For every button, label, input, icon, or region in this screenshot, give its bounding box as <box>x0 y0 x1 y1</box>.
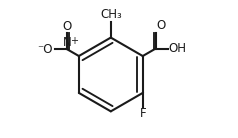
Text: N: N <box>63 35 71 49</box>
Text: OH: OH <box>169 42 186 55</box>
Text: +: + <box>70 36 78 46</box>
Text: CH₃: CH₃ <box>100 8 122 21</box>
Text: O: O <box>156 19 166 32</box>
Text: F: F <box>139 107 146 120</box>
Text: O: O <box>62 20 72 33</box>
Text: ⁻O: ⁻O <box>37 43 53 56</box>
